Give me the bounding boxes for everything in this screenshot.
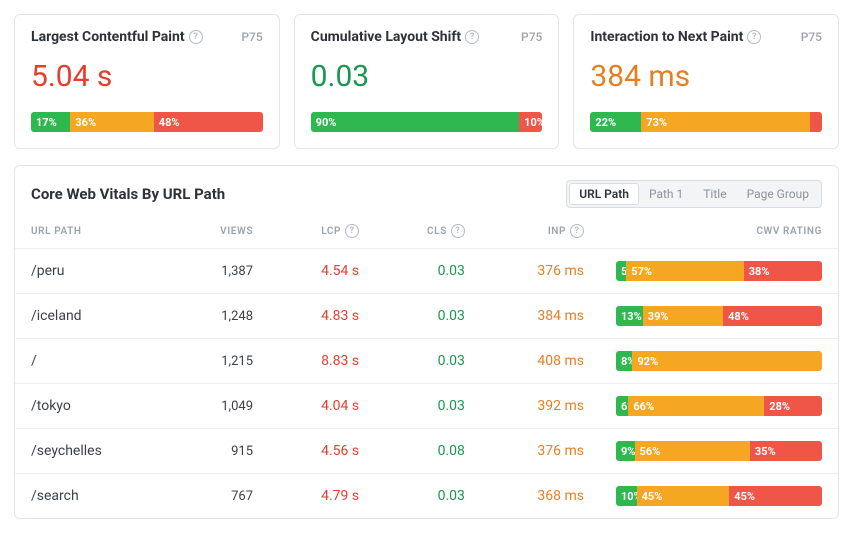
help-icon[interactable]: ? bbox=[465, 30, 479, 44]
cell-inp: 368 ms bbox=[481, 474, 600, 519]
distribution-bar: 90%10% bbox=[311, 112, 543, 132]
toggle-option[interactable]: Path 1 bbox=[639, 183, 693, 205]
cell-cls: 0.08 bbox=[375, 429, 481, 474]
table-row[interactable]: / 1,215 8.83 s 0.03 408 ms 8%92% bbox=[15, 339, 838, 384]
cell-views: 915 bbox=[171, 429, 269, 474]
metric-card: Interaction to Next Paint ? P75 384 ms 2… bbox=[573, 14, 839, 149]
cell-path: /seychelles bbox=[15, 429, 171, 474]
cell-lcp: 4.54 s bbox=[269, 249, 375, 294]
help-icon[interactable]: ? bbox=[345, 224, 359, 238]
cell-path: /search bbox=[15, 474, 171, 519]
cell-path: /tokyo bbox=[15, 384, 171, 429]
cell-path: / bbox=[15, 339, 171, 384]
cell-rating: 8%92% bbox=[600, 339, 838, 384]
cell-cls: 0.03 bbox=[375, 294, 481, 339]
table-row[interactable]: /peru 1,387 4.54 s 0.03 376 ms 5%57%38% bbox=[15, 249, 838, 294]
percentile-label: P75 bbox=[241, 30, 262, 44]
distribution-bar: 22%73% bbox=[590, 112, 822, 132]
toggle-option[interactable]: Title bbox=[693, 183, 736, 205]
dimension-toggle[interactable]: URL PathPath 1TitlePage Group bbox=[566, 180, 822, 208]
panel-header: Core Web Vitals By URL Path URL PathPath… bbox=[15, 166, 838, 218]
cell-rating: 9%56%35% bbox=[600, 429, 838, 474]
percentile-label: P75 bbox=[801, 30, 822, 44]
toggle-option[interactable]: Page Group bbox=[737, 183, 819, 205]
cwv-table-panel: Core Web Vitals By URL Path URL PathPath… bbox=[14, 165, 839, 519]
cell-rating: 5%57%38% bbox=[600, 249, 838, 294]
cell-inp: 376 ms bbox=[481, 249, 600, 294]
col-url-path[interactable]: URL PATH bbox=[15, 218, 171, 249]
cell-lcp: 4.79 s bbox=[269, 474, 375, 519]
cell-views: 1,248 bbox=[171, 294, 269, 339]
card-value: 384 ms bbox=[590, 59, 822, 94]
cwv-table: URL PATH VIEWS LCP? CLS? INP? CWV RATING… bbox=[15, 218, 838, 518]
cell-inp: 384 ms bbox=[481, 294, 600, 339]
cell-lcp: 8.83 s bbox=[269, 339, 375, 384]
cell-path: /peru bbox=[15, 249, 171, 294]
cell-views: 767 bbox=[171, 474, 269, 519]
help-icon[interactable]: ? bbox=[451, 224, 465, 238]
help-icon[interactable]: ? bbox=[747, 30, 761, 44]
cell-cls: 0.03 bbox=[375, 384, 481, 429]
cell-views: 1,049 bbox=[171, 384, 269, 429]
metric-card: Largest Contentful Paint ? P75 5.04 s 17… bbox=[14, 14, 280, 149]
distribution-bar: 6%66%28% bbox=[616, 396, 822, 416]
distribution-bar: 10%45%45% bbox=[616, 486, 822, 506]
table-row[interactable]: /search 767 4.79 s 0.03 368 ms 10%45%45% bbox=[15, 474, 838, 519]
help-icon[interactable]: ? bbox=[570, 224, 584, 238]
toggle-option[interactable]: URL Path bbox=[569, 183, 639, 205]
distribution-bar: 8%92% bbox=[616, 351, 822, 371]
table-row[interactable]: /iceland 1,248 4.83 s 0.03 384 ms 13%39%… bbox=[15, 294, 838, 339]
card-value: 5.04 s bbox=[31, 59, 263, 94]
col-views[interactable]: VIEWS bbox=[171, 218, 269, 249]
cell-rating: 13%39%48% bbox=[600, 294, 838, 339]
table-row[interactable]: /tokyo 1,049 4.04 s 0.03 392 ms 6%66%28% bbox=[15, 384, 838, 429]
cell-views: 1,387 bbox=[171, 249, 269, 294]
metric-cards-row: Largest Contentful Paint ? P75 5.04 s 17… bbox=[14, 14, 839, 149]
cell-cls: 0.03 bbox=[375, 474, 481, 519]
cell-inp: 408 ms bbox=[481, 339, 600, 384]
card-value: 0.03 bbox=[311, 59, 543, 94]
cell-rating: 6%66%28% bbox=[600, 384, 838, 429]
cell-inp: 376 ms bbox=[481, 429, 600, 474]
col-lcp[interactable]: LCP? bbox=[269, 218, 375, 249]
cell-path: /iceland bbox=[15, 294, 171, 339]
cell-lcp: 4.83 s bbox=[269, 294, 375, 339]
panel-title: Core Web Vitals By URL Path bbox=[31, 185, 225, 203]
help-icon[interactable]: ? bbox=[189, 30, 203, 44]
card-title: Interaction to Next Paint ? bbox=[590, 29, 761, 45]
col-inp[interactable]: INP? bbox=[481, 218, 600, 249]
col-cwv-rating[interactable]: CWV RATING bbox=[600, 218, 838, 249]
distribution-bar: 17%36%48% bbox=[31, 112, 263, 132]
cell-cls: 0.03 bbox=[375, 249, 481, 294]
percentile-label: P75 bbox=[521, 30, 542, 44]
cell-views: 1,215 bbox=[171, 339, 269, 384]
cell-inp: 392 ms bbox=[481, 384, 600, 429]
distribution-bar: 9%56%35% bbox=[616, 441, 822, 461]
distribution-bar: 5%57%38% bbox=[616, 261, 822, 281]
cell-cls: 0.03 bbox=[375, 339, 481, 384]
cell-rating: 10%45%45% bbox=[600, 474, 838, 519]
col-cls[interactable]: CLS? bbox=[375, 218, 481, 249]
card-title: Cumulative Layout Shift ? bbox=[311, 29, 479, 45]
card-title: Largest Contentful Paint ? bbox=[31, 29, 203, 45]
cell-lcp: 4.56 s bbox=[269, 429, 375, 474]
distribution-bar: 13%39%48% bbox=[616, 306, 822, 326]
table-row[interactable]: /seychelles 915 4.56 s 0.08 376 ms 9%56%… bbox=[15, 429, 838, 474]
cell-lcp: 4.04 s bbox=[269, 384, 375, 429]
metric-card: Cumulative Layout Shift ? P75 0.03 90%10… bbox=[294, 14, 560, 149]
